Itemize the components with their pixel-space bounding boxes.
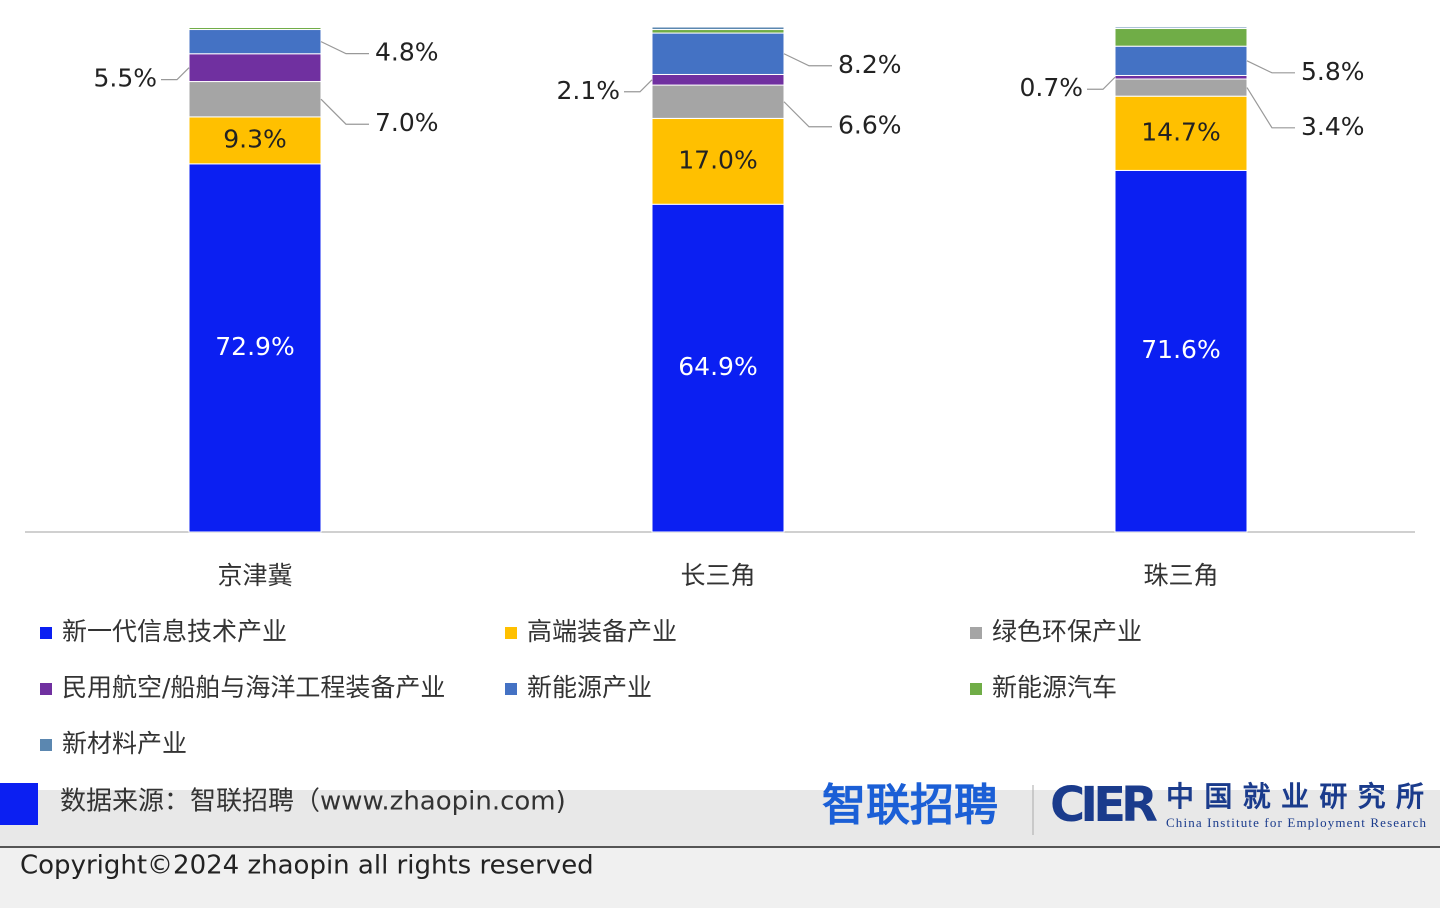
- legend-marker: [505, 627, 517, 639]
- legend-label: 高端装备产业: [527, 617, 677, 646]
- bar-segment: [651, 32, 785, 75]
- bar-segment: [188, 26, 322, 29]
- bar-segment: [188, 116, 322, 165]
- data-label: 71.6%: [1141, 335, 1220, 364]
- leader-line: [783, 53, 832, 67]
- data-label: 2.1%: [556, 76, 620, 105]
- bar-segment: [651, 117, 785, 205]
- bar-segment: [188, 163, 322, 533]
- bar-segment: [1114, 28, 1248, 47]
- bar-segment: [651, 203, 785, 533]
- bar-segment: [188, 29, 322, 55]
- leader-line: [1246, 87, 1295, 129]
- x-tick-label: 珠三角: [1143, 561, 1218, 590]
- leader-line: [161, 67, 190, 81]
- footer-band: [0, 790, 1440, 846]
- data-label: 17.0%: [678, 145, 757, 174]
- logo-cier: CIER: [1050, 777, 1158, 833]
- legend-label: 新能源产业: [527, 673, 652, 702]
- bar-segment: [1114, 95, 1248, 171]
- data-label: 7.0%: [375, 108, 439, 137]
- leader-line: [624, 79, 653, 93]
- data-label: 4.8%: [375, 38, 439, 67]
- logo-en: China Institute for Employment Research: [1166, 815, 1427, 830]
- bar-segment: [1114, 78, 1248, 97]
- source: 数据来源：智联招聘（www.zhaopin.com): [60, 787, 566, 817]
- bar-segment: [188, 81, 322, 118]
- leader-line: [1246, 60, 1295, 74]
- legend-label: 绿色环保产业: [992, 617, 1142, 646]
- data-label: 0.7%: [1019, 73, 1083, 102]
- data-label: 5.5%: [93, 64, 157, 93]
- data-label: 14.7%: [1141, 117, 1220, 146]
- x-tick-label: 长三角: [680, 561, 755, 590]
- copyright: Copyright©2024 zhaopin all rights reserv…: [20, 851, 594, 881]
- footer-accent: [0, 783, 38, 825]
- logo-cn: 中国就业研究所: [1166, 780, 1424, 813]
- copyright-band: [0, 846, 1440, 908]
- logo-zhaopin: 智联招聘: [822, 780, 998, 831]
- bar-segment: [651, 29, 785, 34]
- legend-label: 新材料产业: [62, 729, 187, 758]
- bar-segment: [188, 53, 322, 83]
- bar-segment: [1114, 74, 1248, 80]
- bar-segment: [651, 26, 785, 31]
- data-label: 72.9%: [215, 332, 294, 361]
- bar-segment: [651, 73, 785, 86]
- legend-marker: [40, 683, 52, 695]
- legend-label: 民用航空/船舶与海洋工程装备产业: [62, 673, 445, 702]
- bar-segment: [1114, 45, 1248, 76]
- bar-segment: [1114, 169, 1248, 533]
- legend-label: 新一代信息技术产业: [62, 617, 287, 646]
- legend-marker: [970, 627, 982, 639]
- bar-segment: [1114, 26, 1248, 30]
- data-label: 8.2%: [838, 50, 902, 79]
- data-label: 6.6%: [838, 111, 902, 140]
- data-label: 5.8%: [1301, 57, 1365, 86]
- data-label: 64.9%: [678, 352, 757, 381]
- legend-marker: [40, 627, 52, 639]
- data-label: 3.4%: [1301, 112, 1365, 141]
- leader-line: [320, 98, 369, 125]
- leader-line: [783, 101, 832, 128]
- legend-marker: [970, 683, 982, 695]
- legend-label: 新能源汽车: [992, 673, 1117, 702]
- leader-line: [1087, 76, 1116, 90]
- x-tick-label: 京津冀: [217, 561, 292, 590]
- leader-line: [320, 41, 369, 55]
- bar-segment: [651, 84, 785, 119]
- data-label: 9.3%: [223, 124, 287, 153]
- legend-marker: [40, 739, 52, 751]
- legend-marker: [505, 683, 517, 695]
